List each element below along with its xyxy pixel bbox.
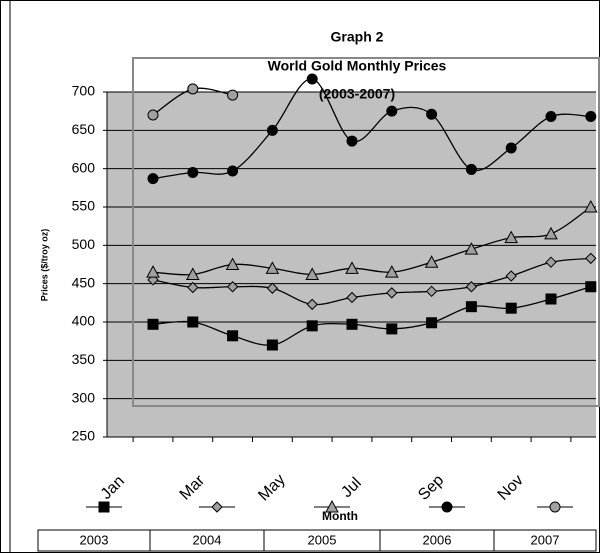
x-axis-label: Month	[322, 509, 358, 523]
marker	[227, 330, 239, 342]
chart-title: Graph 2	[331, 29, 384, 45]
marker	[583, 199, 598, 213]
marker	[146, 265, 160, 278]
marker	[465, 301, 477, 313]
marker	[265, 261, 280, 274]
marker	[147, 109, 159, 121]
y-tick-label: 600	[72, 159, 96, 175]
marker	[346, 135, 358, 147]
y-tick-label: 650	[72, 121, 96, 137]
marker	[187, 316, 199, 328]
marker	[585, 111, 597, 123]
marker	[465, 281, 478, 293]
marker	[266, 282, 279, 294]
legend-label: 2006	[423, 532, 452, 547]
chart-subtitle: (2003-2007)	[319, 86, 395, 102]
marker	[306, 320, 318, 332]
y-tick-label: 350	[72, 351, 96, 367]
marker	[504, 230, 519, 244]
marker	[425, 285, 438, 298]
marker	[227, 89, 239, 101]
marker	[211, 501, 223, 513]
marker	[345, 261, 359, 274]
marker	[185, 267, 200, 280]
y-tick-label: 450	[72, 274, 96, 290]
marker	[441, 501, 453, 513]
marker	[266, 124, 278, 136]
marker	[505, 270, 517, 282]
marker	[544, 226, 558, 240]
marker	[386, 105, 398, 117]
marker	[505, 302, 517, 314]
marker	[549, 501, 561, 513]
marker	[426, 108, 438, 120]
y-tick-label: 400	[72, 313, 96, 329]
marker	[545, 111, 557, 123]
chart-subtitle: World Gold Monthly Prices	[268, 58, 447, 74]
marker	[266, 339, 278, 351]
legend-label: 2005	[308, 532, 337, 547]
marker	[98, 501, 110, 513]
legend-label: 2004	[193, 532, 222, 547]
marker	[227, 165, 239, 177]
y-axis-label: Prices ($/troy oz)	[39, 229, 49, 302]
marker	[464, 242, 479, 255]
marker	[386, 287, 398, 299]
y-tick-label: 700	[72, 83, 96, 99]
y-tick-label: 250	[72, 428, 96, 444]
marker	[147, 173, 159, 185]
marker	[465, 163, 477, 175]
marker	[545, 256, 557, 268]
marker	[424, 255, 439, 268]
marker	[426, 317, 438, 329]
marker	[147, 318, 159, 330]
marker	[325, 499, 339, 513]
selection-box	[132, 57, 600, 407]
marker	[346, 291, 358, 304]
legend-table	[37, 529, 597, 552]
marker	[225, 257, 240, 270]
y-tick-label: 500	[72, 236, 96, 252]
marker	[585, 252, 597, 265]
marker	[386, 323, 398, 335]
marker	[226, 281, 239, 293]
marker	[585, 281, 597, 293]
y-tick-label: 300	[72, 389, 96, 405]
marker	[384, 265, 399, 278]
legend-label: 2003	[80, 532, 109, 547]
marker	[187, 83, 199, 95]
marker	[545, 293, 557, 305]
marker	[306, 298, 318, 311]
marker	[306, 73, 318, 85]
marker	[346, 318, 358, 330]
legend-label: 2007	[531, 532, 560, 547]
y-tick-label: 550	[72, 198, 96, 214]
marker	[305, 267, 320, 280]
marker	[187, 167, 199, 178]
marker	[187, 281, 199, 294]
marker	[505, 142, 517, 154]
